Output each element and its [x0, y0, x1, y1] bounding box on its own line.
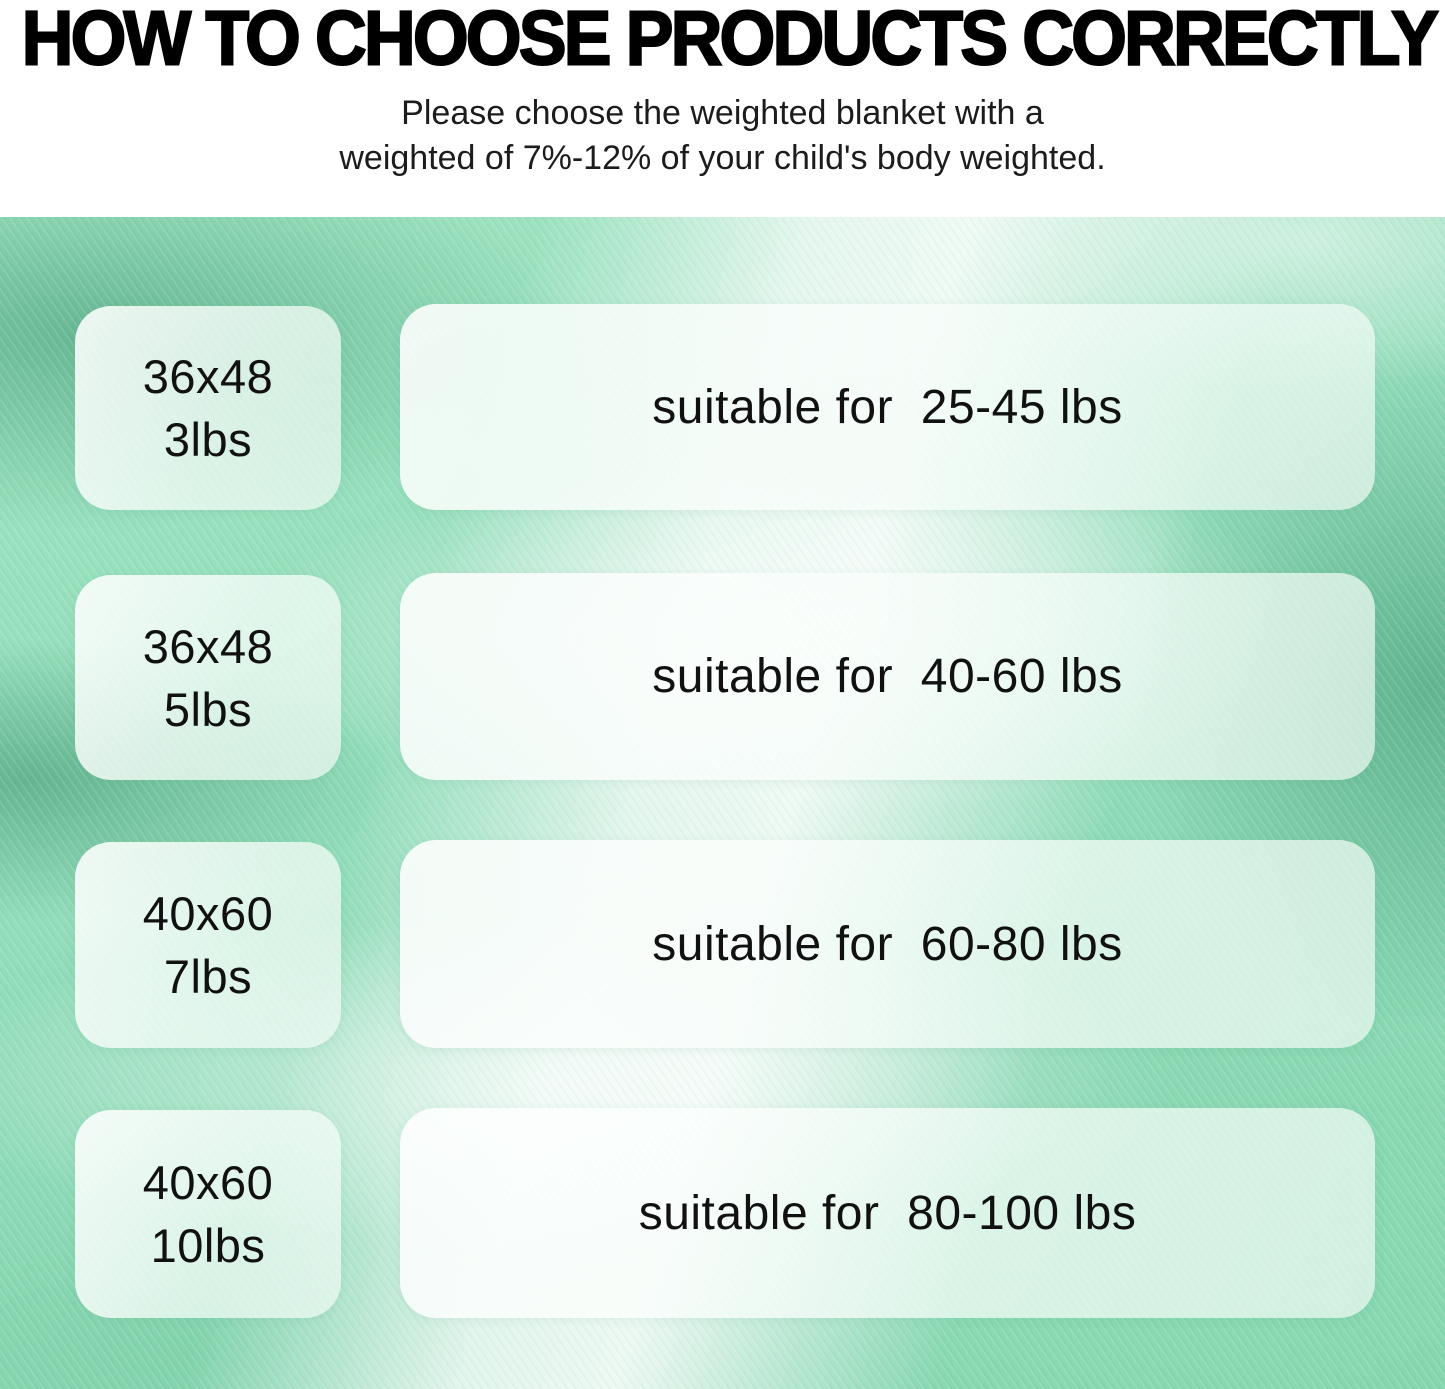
- blanket-size: 36x48: [142, 619, 274, 673]
- suitability-box: suitable for 60-80 lbs: [400, 840, 1375, 1048]
- suitability-label: suitable for 25-45 lbs: [652, 380, 1123, 434]
- blanket-weight: 7lbs: [163, 950, 253, 1003]
- subtitle-line-2: weighted of 7%-12% of your child's body …: [339, 139, 1106, 177]
- subtitle: Please choose the weighted blanket with …: [0, 91, 1445, 181]
- suitability-label: suitable for 60-80 lbs: [652, 917, 1123, 971]
- size-weight-box: 36x48 5lbs: [75, 575, 341, 780]
- blanket-weight: 10lbs: [150, 1219, 266, 1272]
- subtitle-line-1: Please choose the weighted blanket with …: [401, 94, 1044, 132]
- blanket-weight: 5lbs: [163, 682, 253, 736]
- suitability-box: suitable for 40-60 lbs: [400, 573, 1375, 780]
- suitability-label: suitable for 80-100 lbs: [638, 1186, 1137, 1240]
- blanket-weight: 3lbs: [163, 413, 253, 466]
- blanket-size: 40x60: [142, 887, 274, 940]
- page-title: HOW TO CHOOSE PRODUCTS CORRECTLY: [21, 0, 1440, 82]
- suitability-label: suitable for 40-60 lbs: [652, 650, 1123, 703]
- suitability-box: suitable for 25-45 lbs: [400, 304, 1375, 510]
- size-weight-box: 40x60 10lbs: [75, 1110, 341, 1318]
- blanket-size: 40x60: [142, 1156, 274, 1209]
- header: HOW TO CHOOSE PRODUCTS CORRECTLY Please …: [0, 0, 1445, 217]
- size-weight-box: 40x60 7lbs: [75, 842, 341, 1048]
- blanket-size: 36x48: [142, 350, 274, 403]
- size-weight-box: 36x48 3lbs: [75, 306, 341, 510]
- suitability-box: suitable for 80-100 lbs: [400, 1108, 1375, 1318]
